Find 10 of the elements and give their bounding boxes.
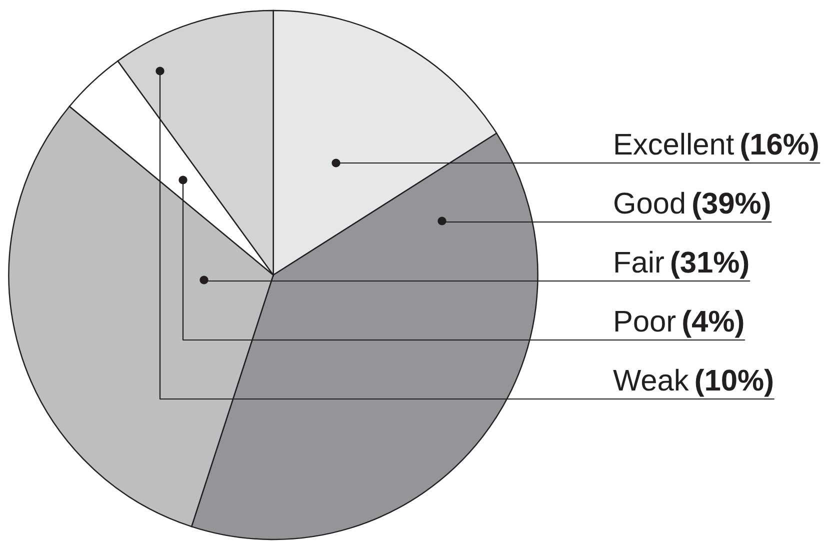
data-label: (16%)	[741, 132, 818, 161]
slice-label: Good	[614, 192, 684, 214]
slice-label: Fair	[615, 250, 664, 273]
data-label: (39%)	[693, 192, 770, 220]
slice-label: Excellent	[615, 132, 734, 155]
slice-label: Poor	[615, 310, 676, 332]
data-label: (4%)	[683, 310, 744, 338]
slice-label: Weak	[613, 368, 689, 391]
data-label: (10%)	[696, 368, 773, 397]
data-label: (31%)	[671, 250, 748, 279]
